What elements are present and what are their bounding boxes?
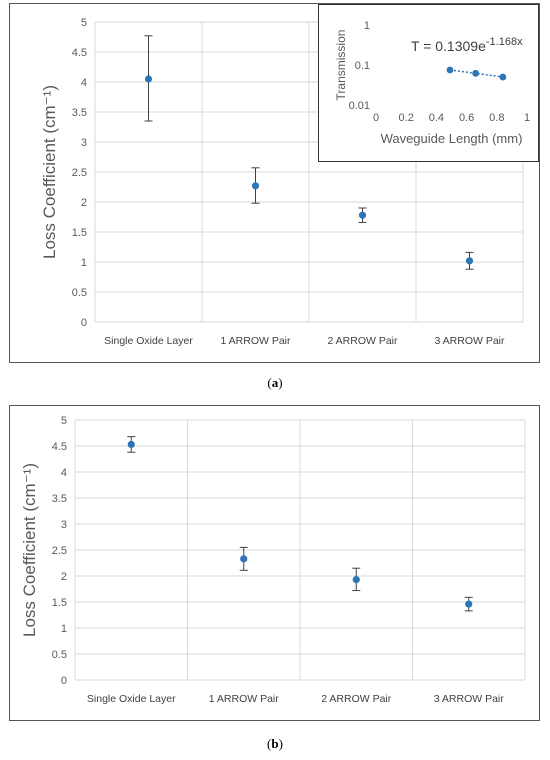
chart-b-ytick-label: 5 bbox=[61, 415, 67, 427]
chart-a-category-label: 1 ARROW Pair bbox=[220, 335, 291, 347]
chart-b-ytick-label: 4 bbox=[61, 467, 67, 479]
inset-x-axis-title: Waveguide Length (mm) bbox=[381, 131, 523, 146]
chart-b-data-point bbox=[465, 600, 473, 608]
chart-a-data-point bbox=[251, 182, 260, 190]
chart-b-ytick-label: 2 bbox=[61, 571, 67, 583]
inset-ytick-label: 1 bbox=[364, 20, 370, 32]
inset-trend-equation: T = 0.1309e-1.168x bbox=[411, 36, 523, 54]
chart-a-y-axis-title: Loss Coefficient (cm⁻¹) bbox=[40, 85, 59, 259]
chart-b-plot: 0 0.5 1 1.5 2 2.5 3 3.5 4 4.5 5 Single Oxide Layer 1… bbox=[20, 415, 526, 705]
chart-b-ytick-label: 4.5 bbox=[52, 441, 67, 453]
chart-a-ytick-label: 0 bbox=[81, 317, 87, 329]
chart-a-ytick-label: 2 bbox=[81, 197, 87, 209]
inset-xtick-label: 0 bbox=[373, 112, 379, 124]
chart-b-ytick-label: 1.5 bbox=[52, 597, 67, 609]
chart-a-data-point bbox=[465, 257, 474, 265]
inset-xtick-label: 0.2 bbox=[399, 112, 414, 124]
chart-a-ytick-label: 3 bbox=[81, 137, 87, 149]
chart-a-ytick-label: 1.5 bbox=[72, 227, 87, 239]
chart-b-ytick-label: 2.5 bbox=[52, 545, 67, 557]
chart-panel-b: 0 0.5 1 1.5 2 2.5 3 3.5 4 4.5 5 Single Oxide Layer 1… bbox=[9, 405, 540, 721]
inset-chart-plot: 0 0.2 0.4 0.6 0.8 1 0.01 0.1 1 Transmission Wavegu… bbox=[334, 20, 530, 146]
chart-a-category-label: 2 ARROW Pair bbox=[327, 335, 398, 347]
inset-data-point bbox=[446, 66, 454, 74]
inset-xtick-label: 0.4 bbox=[429, 112, 444, 124]
chart-b-ytick-label: 0.5 bbox=[52, 649, 67, 661]
chart-b-category-label: Single Oxide Layer bbox=[87, 693, 176, 705]
chart-b-category-label: 1 ARROW Pair bbox=[209, 693, 280, 705]
chart-b-category-label: 3 ARROW Pair bbox=[434, 693, 505, 705]
inset-equation-base: T = 0.1309e bbox=[411, 38, 486, 54]
chart-b-ytick-label: 0 bbox=[61, 675, 67, 687]
inset-xtick-label: 0.6 bbox=[459, 112, 474, 124]
chart-a-data-point bbox=[358, 211, 367, 219]
inset-xtick-label: 1 bbox=[524, 112, 530, 124]
chart-b-ytick-label: 3 bbox=[61, 519, 67, 531]
chart-a-ytick-label: 2.5 bbox=[72, 167, 87, 179]
chart-b-data-point bbox=[352, 576, 360, 584]
chart-a-category-label: 3 ARROW Pair bbox=[434, 335, 505, 347]
chart-a-data-point bbox=[144, 75, 153, 83]
inset-xtick-label: 0.8 bbox=[489, 112, 504, 124]
chart-panel-a: 0 0.5 1 1.5 2 2.5 3 3.5 4 4.5 5 Single Oxide Layer 1… bbox=[9, 3, 540, 363]
inset-data-point bbox=[499, 73, 507, 81]
chart-a-category-label: Single Oxide Layer bbox=[104, 335, 193, 347]
chart-b-data-point bbox=[127, 440, 135, 449]
chart-b-ytick-label: 1 bbox=[61, 623, 67, 635]
inset-y-axis-title: Transmission bbox=[334, 30, 348, 101]
chart-a-ytick-label: 0.5 bbox=[72, 287, 87, 299]
chart-b-ytick-label: 3.5 bbox=[52, 493, 67, 505]
chart-a-ytick-label: 1 bbox=[81, 257, 87, 269]
chart-a-ytick-label: 5 bbox=[81, 17, 87, 29]
inset-data-point bbox=[472, 69, 480, 77]
inset-ytick-label: 0.01 bbox=[349, 100, 370, 112]
chart-a-ytick-label: 4 bbox=[81, 77, 87, 89]
chart-b-y-axis-title: Loss Coefficient (cm⁻¹) bbox=[20, 463, 39, 637]
chart-b-category-label: 2 ARROW Pair bbox=[321, 693, 392, 705]
chart-a-ytick-label: 3.5 bbox=[72, 107, 87, 119]
chart-a-ytick-label: 4.5 bbox=[72, 47, 87, 59]
inset-chart-panel: 0 0.2 0.4 0.6 0.8 1 0.01 0.1 1 Transmission Wavegu… bbox=[318, 4, 539, 162]
inset-equation-exponent: -1.168x bbox=[486, 36, 523, 48]
caption-b: (b) bbox=[267, 736, 283, 751]
chart-b-data-point bbox=[240, 555, 248, 563]
inset-ytick-label: 0.1 bbox=[355, 60, 370, 72]
caption-a: (a) bbox=[267, 375, 283, 390]
